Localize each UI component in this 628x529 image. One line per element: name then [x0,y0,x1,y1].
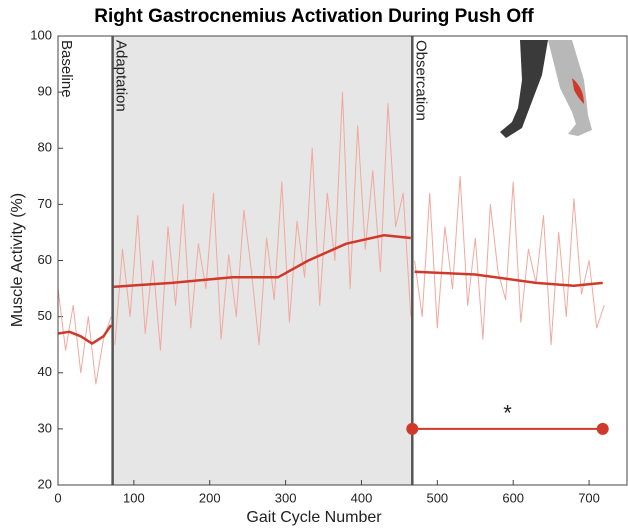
y-axis-label: Muscle Activity (%) [9,193,26,327]
plot-frame [57,35,628,486]
x-tick-label: 0 [54,490,61,505]
y-tick-label: 30 [38,420,52,435]
significance-end [406,422,419,435]
y-tick-label: 40 [38,364,52,379]
x-tick-label: 200 [199,490,221,505]
x-tick-label: 500 [426,490,448,505]
x-axis-label: Gait Cycle Number [246,509,382,526]
phase-label: Adaptation [113,40,130,112]
chart-title: Right Gastrocnemius Activation During Pu… [94,6,534,27]
raw-line [57,91,605,385]
x-tick-label: 300 [275,490,297,505]
y-tick-label: 100 [30,27,52,42]
trend-line [57,233,603,345]
x-tick-label: 100 [123,490,145,505]
y-tick-label: 70 [38,196,52,211]
phase-shade [112,36,413,485]
y-tick-label: 90 [38,84,52,99]
y-tick-label: 20 [38,476,52,491]
x-tick-label: 400 [351,490,373,505]
significance-end [596,422,609,435]
phase-label: Obsercation [412,40,429,121]
leg-icon [500,40,592,138]
phase-label: Baseline [58,40,75,98]
y-tick-label: 50 [38,308,52,323]
x-tick-label: 600 [502,490,524,505]
y-tick-label: 80 [38,140,52,155]
significance-label: * [503,401,512,426]
y-tick-label: 60 [38,252,52,267]
x-tick-label: 700 [578,490,600,505]
